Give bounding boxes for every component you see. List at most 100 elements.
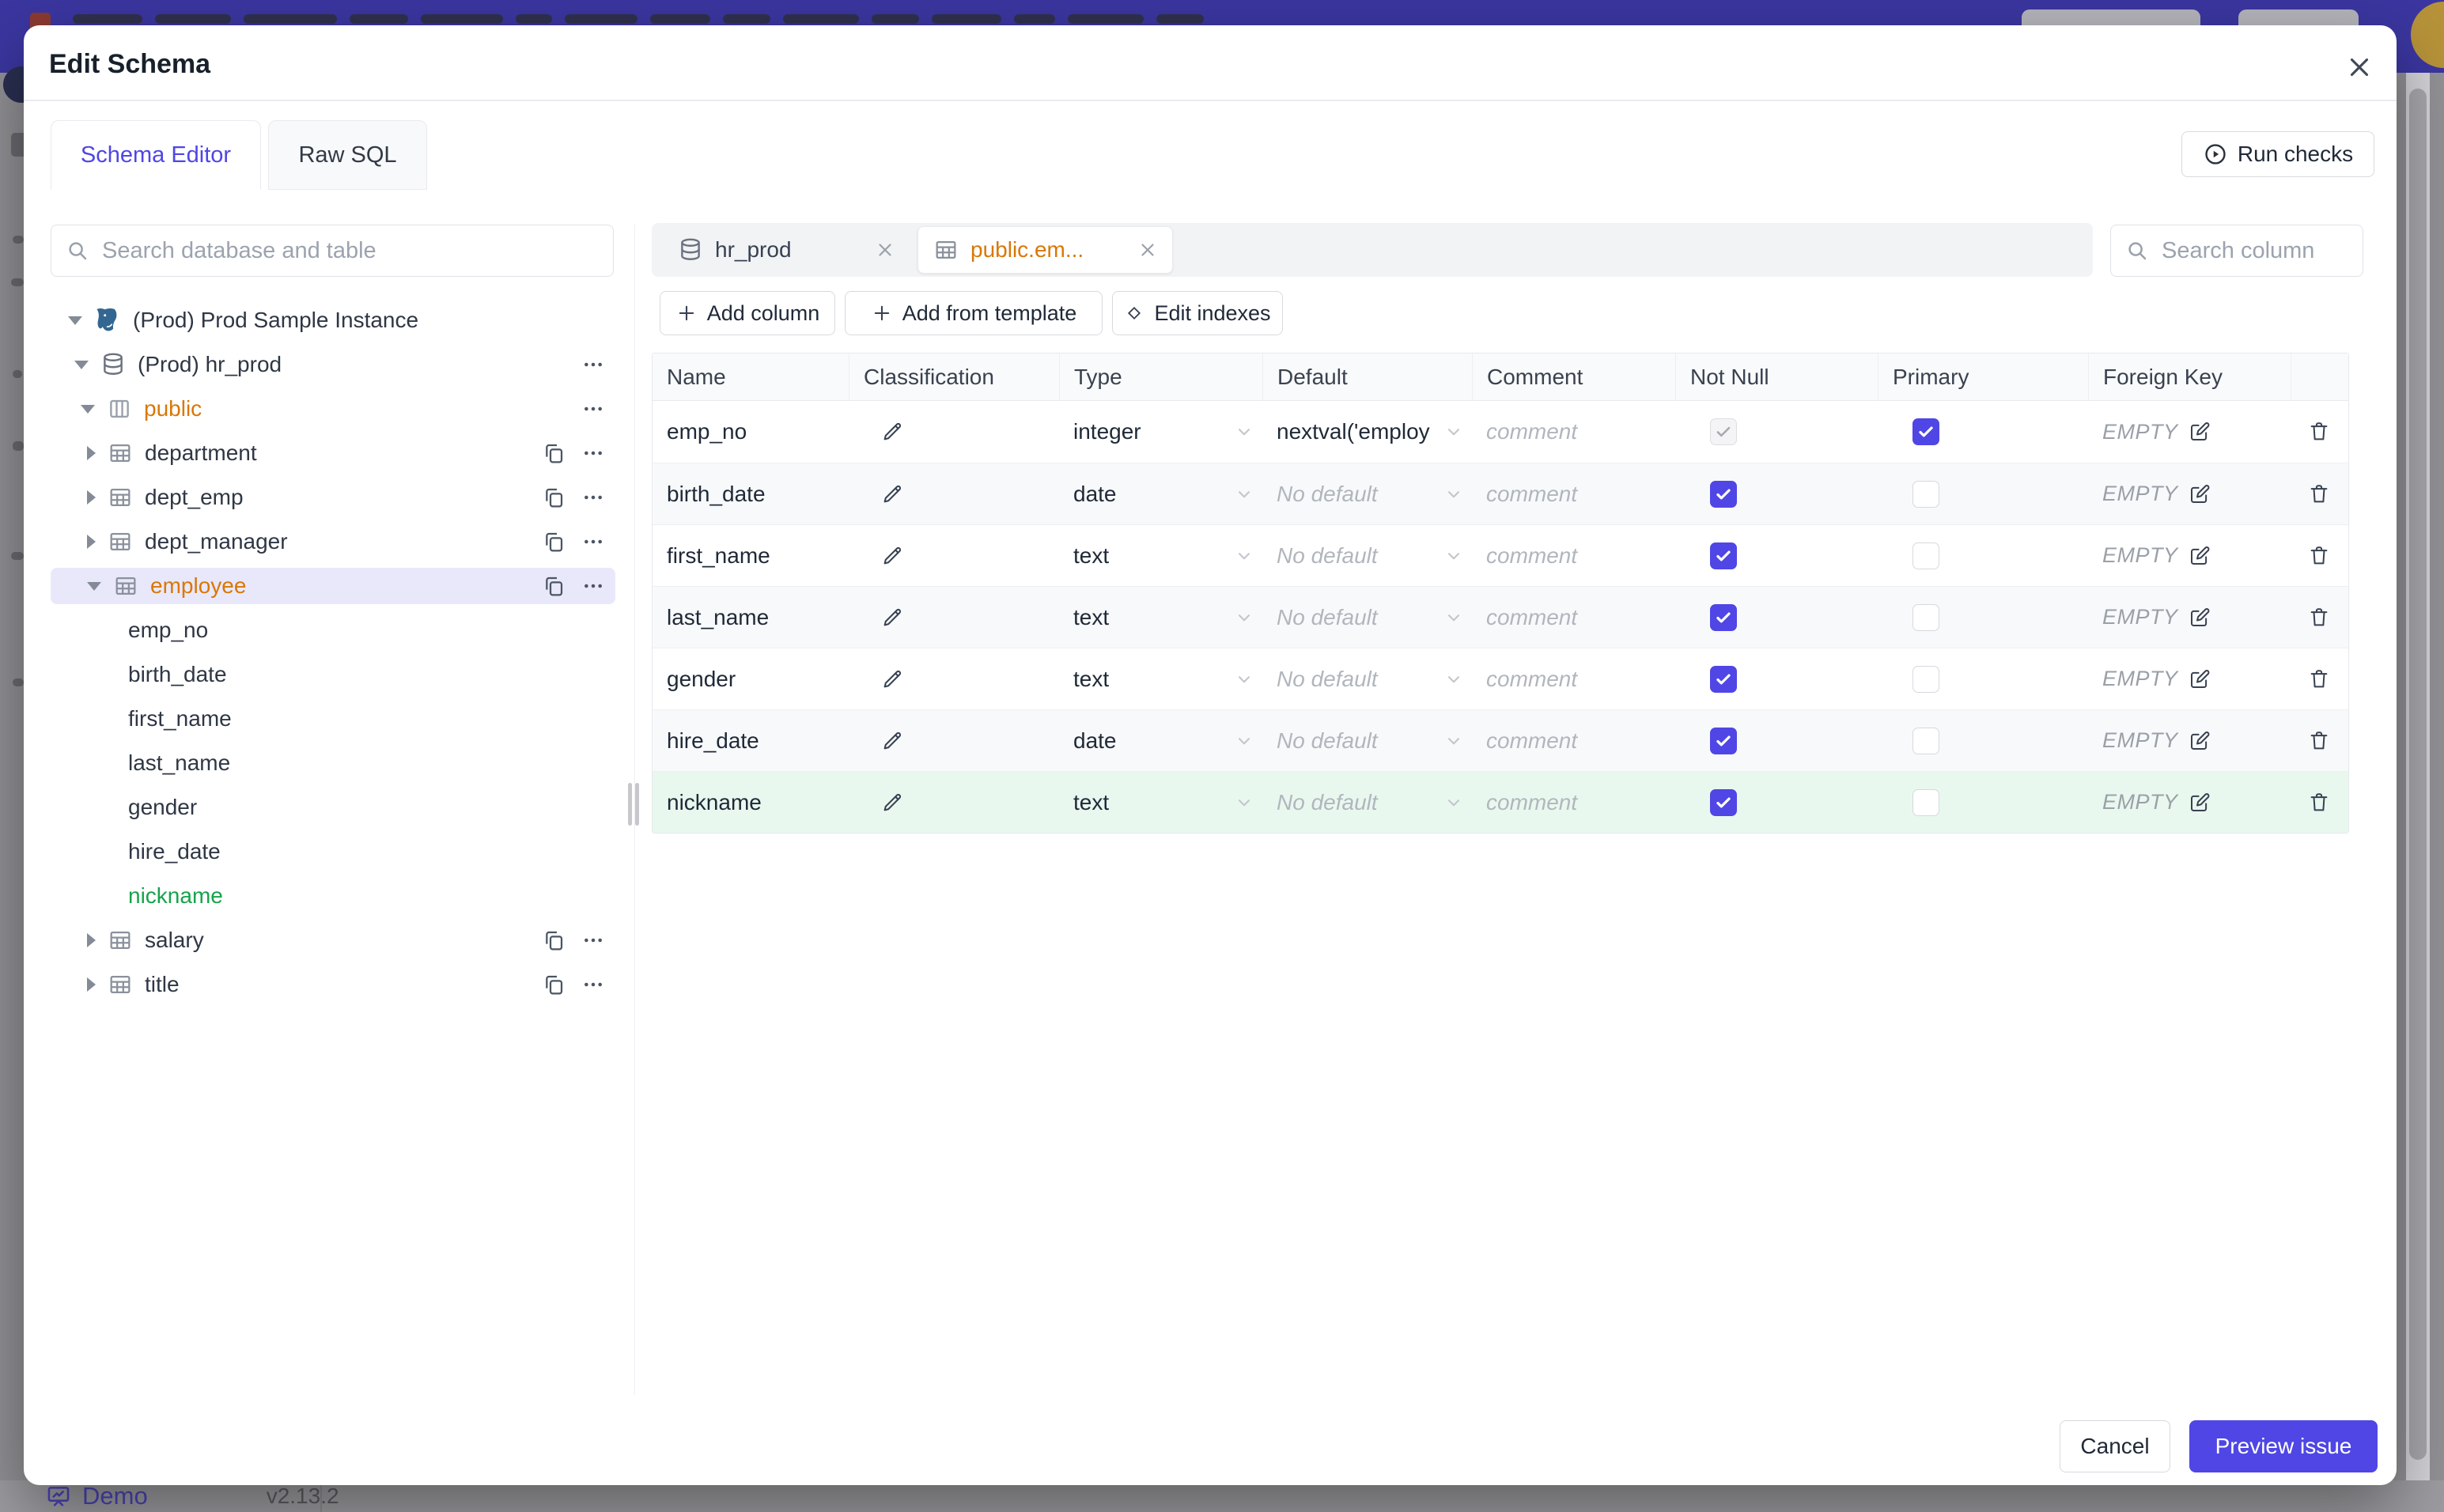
default-select[interactable]: No default (1262, 710, 1472, 771)
close-tab-icon[interactable] (875, 240, 895, 260)
panel-resize-handle[interactable] (628, 783, 632, 826)
primary-checkbox[interactable] (1912, 665, 1939, 693)
delete-column-icon[interactable] (2307, 667, 2331, 691)
more-actions-icon[interactable] (581, 928, 606, 953)
default-select[interactable]: nextval('employ (1262, 401, 1472, 463)
column-name-cell[interactable]: first_name (653, 525, 849, 586)
classification-pencil-icon[interactable] (880, 667, 904, 691)
classification-pencil-icon[interactable] (880, 482, 904, 506)
not-null-checkbox[interactable] (1710, 480, 1737, 508)
foreign-key-edit-icon[interactable] (2188, 667, 2211, 691)
database-search-input[interactable] (100, 236, 599, 265)
chevron-right-icon[interactable] (87, 535, 96, 549)
add-column-button[interactable]: Add column (660, 291, 835, 335)
comment-input[interactable]: comment (1486, 542, 1578, 568)
primary-checkbox[interactable] (1912, 727, 1939, 754)
tree-item-public[interactable]: public (51, 391, 615, 427)
close-icon[interactable] (2344, 52, 2374, 82)
duplicate-table-icon[interactable] (541, 573, 566, 599)
tree-item-employee[interactable]: employee (51, 568, 615, 604)
comment-input[interactable]: comment (1486, 604, 1578, 629)
tree-item-(Prod) hr_prod[interactable]: (Prod) hr_prod (51, 346, 615, 383)
classification-pencil-icon[interactable] (880, 420, 904, 444)
tree-item-birth_date[interactable]: birth_date (51, 656, 615, 693)
type-select[interactable]: text (1059, 772, 1262, 833)
foreign-key-edit-icon[interactable] (2188, 729, 2211, 753)
duplicate-table-icon[interactable] (541, 928, 566, 953)
type-select[interactable]: text (1059, 648, 1262, 709)
more-actions-icon[interactable] (581, 440, 606, 466)
comment-input[interactable]: comment (1486, 728, 1578, 753)
comment-input[interactable]: comment (1486, 419, 1578, 444)
more-actions-icon[interactable] (581, 573, 606, 599)
tree-item-(Prod) Prod Sample Instance[interactable]: (Prod) Prod Sample Instance (51, 302, 615, 338)
demo-link[interactable]: Demo (44, 1482, 148, 1510)
tab-raw-sql[interactable]: Raw SQL (268, 120, 427, 190)
delete-column-icon[interactable] (2307, 420, 2331, 444)
primary-checkbox[interactable] (1912, 542, 1939, 569)
close-tab-icon[interactable] (1137, 240, 1158, 260)
more-actions-icon[interactable] (581, 352, 606, 377)
more-actions-icon[interactable] (581, 485, 606, 510)
tree-item-hire_date[interactable]: hire_date (51, 833, 615, 870)
primary-checkbox[interactable] (1912, 480, 1939, 508)
chevron-right-icon[interactable] (87, 977, 96, 992)
chevron-down-icon[interactable] (68, 316, 82, 325)
column-name-cell[interactable]: hire_date (653, 710, 849, 771)
delete-column-icon[interactable] (2307, 729, 2331, 753)
more-actions-icon[interactable] (581, 396, 606, 421)
tree-item-emp_no[interactable]: emp_no (51, 612, 615, 648)
type-select[interactable]: date (1059, 710, 1262, 771)
column-name-cell[interactable]: birth_date (653, 463, 849, 524)
default-select[interactable]: No default (1262, 463, 1472, 524)
tree-item-title[interactable]: title (51, 966, 615, 1003)
delete-column-icon[interactable] (2307, 606, 2331, 629)
foreign-key-edit-icon[interactable] (2188, 606, 2211, 629)
run-checks-button[interactable]: Run checks (2181, 131, 2374, 177)
tree-item-gender[interactable]: gender (51, 789, 615, 826)
cancel-button[interactable]: Cancel (2060, 1420, 2170, 1472)
duplicate-table-icon[interactable] (541, 440, 566, 466)
not-null-checkbox[interactable] (1710, 727, 1737, 754)
tab-schema-editor[interactable]: Schema Editor (51, 120, 261, 190)
delete-column-icon[interactable] (2307, 482, 2331, 506)
default-select[interactable]: No default (1262, 587, 1472, 648)
chevron-down-icon[interactable] (87, 581, 101, 591)
comment-input[interactable]: comment (1486, 481, 1578, 506)
column-name-cell[interactable]: emp_no (653, 401, 849, 463)
tree-item-department[interactable]: department (51, 435, 615, 471)
foreign-key-edit-icon[interactable] (2188, 544, 2211, 568)
not-null-checkbox[interactable] (1710, 665, 1737, 693)
type-select[interactable]: text (1059, 525, 1262, 586)
panel-resize-handle[interactable] (635, 783, 639, 826)
primary-checkbox[interactable] (1912, 603, 1939, 631)
not-null-checkbox[interactable] (1710, 788, 1737, 816)
more-actions-icon[interactable] (581, 972, 606, 997)
primary-checkbox[interactable] (1912, 418, 1939, 445)
foreign-key-edit-icon[interactable] (2188, 482, 2211, 506)
add-from-template-button[interactable]: Add from template (845, 291, 1103, 335)
tree-item-salary[interactable]: salary (51, 922, 615, 958)
classification-pencil-icon[interactable] (880, 544, 904, 568)
chevron-down-icon[interactable] (81, 404, 95, 414)
edit-indexes-button[interactable]: Edit indexes (1112, 291, 1283, 335)
foreign-key-edit-icon[interactable] (2188, 791, 2211, 815)
delete-column-icon[interactable] (2307, 791, 2331, 815)
preview-issue-button[interactable]: Preview issue (2189, 1420, 2378, 1472)
more-actions-icon[interactable] (581, 529, 606, 554)
tree-item-first_name[interactable]: first_name (51, 701, 615, 737)
primary-checkbox[interactable] (1912, 788, 1939, 816)
comment-input[interactable]: comment (1486, 666, 1578, 691)
not-null-checkbox[interactable] (1710, 542, 1737, 569)
classification-pencil-icon[interactable] (880, 791, 904, 815)
type-select[interactable]: integer (1059, 401, 1262, 463)
tree-item-dept_manager[interactable]: dept_manager (51, 524, 615, 560)
tree-item-dept_emp[interactable]: dept_emp (51, 479, 615, 516)
comment-input[interactable]: comment (1486, 789, 1578, 815)
duplicate-table-icon[interactable] (541, 485, 566, 510)
default-select[interactable]: No default (1262, 648, 1472, 709)
default-select[interactable]: No default (1262, 772, 1472, 833)
duplicate-table-icon[interactable] (541, 972, 566, 997)
chevron-right-icon[interactable] (87, 446, 96, 460)
tab-chip-public-employee[interactable]: public.em... (917, 226, 1173, 274)
